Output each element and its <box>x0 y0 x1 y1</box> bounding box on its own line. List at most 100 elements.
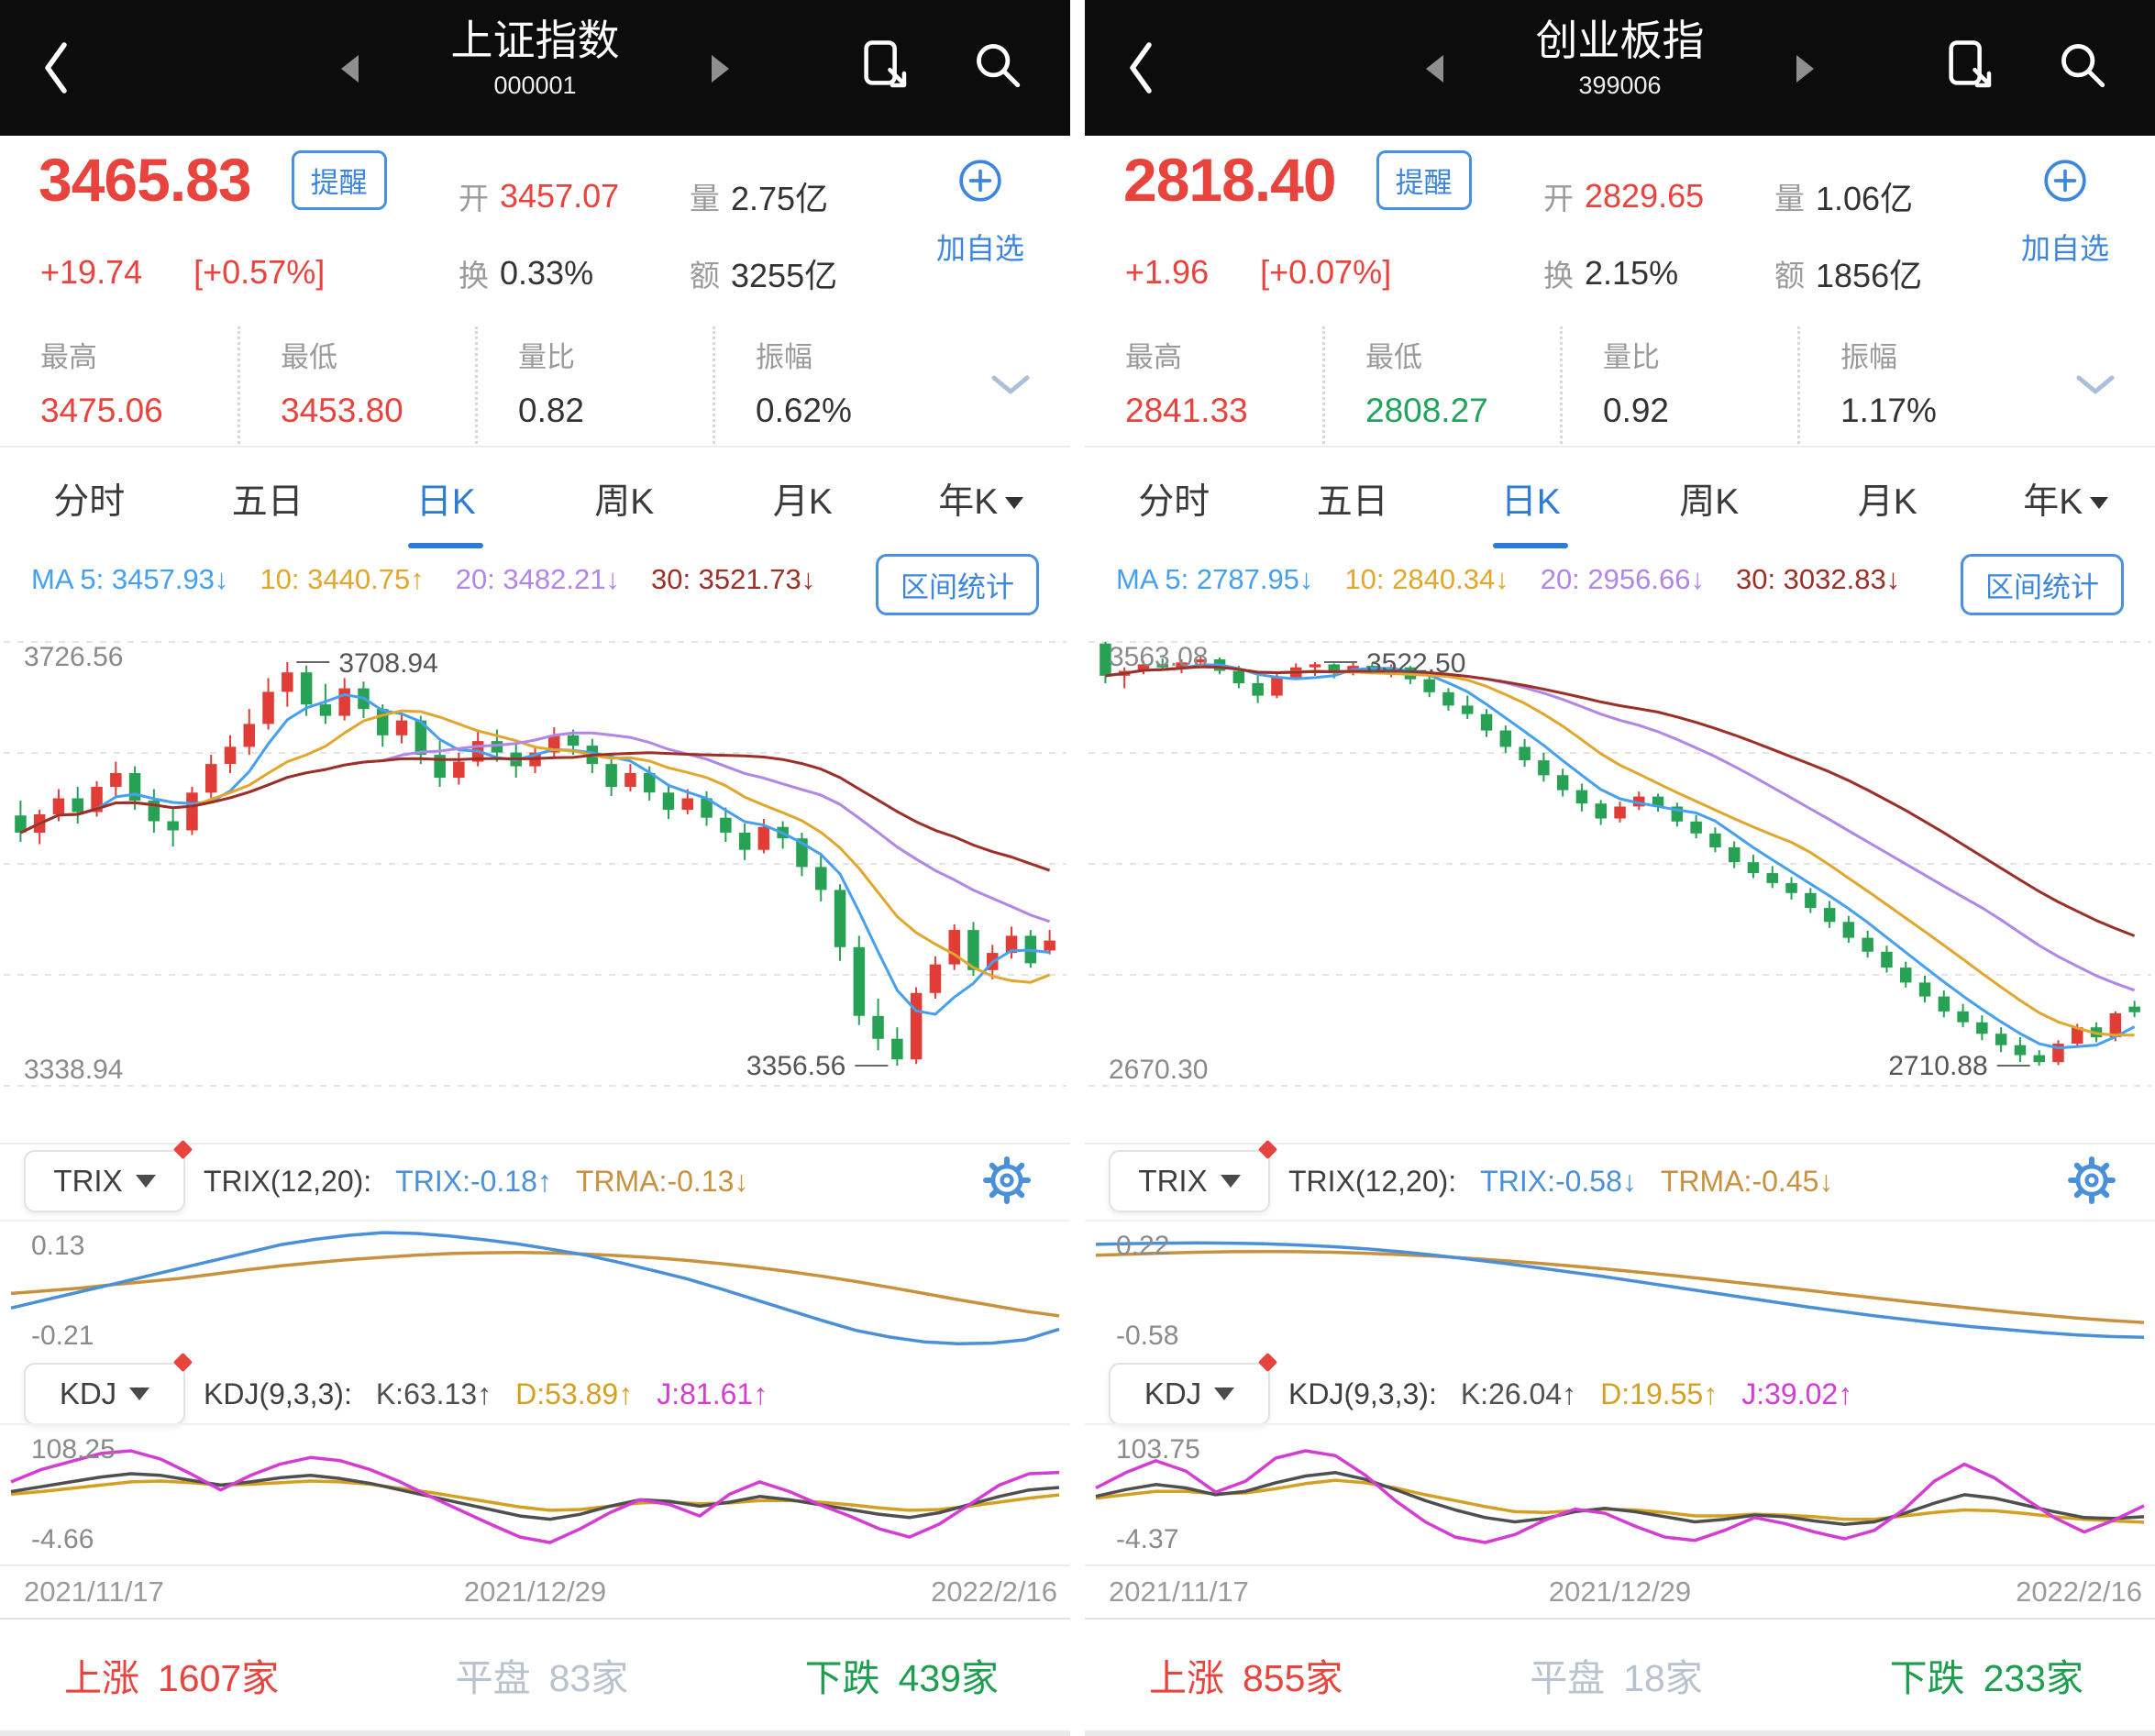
landscape-rotate-icon[interactable] <box>1940 37 1997 94</box>
header-bar: 上证指数 000001 <box>0 0 1070 136</box>
stat-label: 振幅 <box>756 341 812 373</box>
ma10-value: 10: 2840.34↓ <box>1344 563 1509 595</box>
stat-label: 量比 <box>518 341 575 373</box>
alert-button[interactable]: 提醒 <box>291 149 387 210</box>
divider <box>1085 1143 2155 1144</box>
change-percent: [+0.07%] <box>1260 253 1392 291</box>
ma-legend: MA 5: 3457.93↓ 10: 3440.75↑ 20: 3482.21↓… <box>31 550 815 609</box>
tab-5day[interactable]: 五日 <box>231 482 304 522</box>
kdj-chart[interactable] <box>1085 1425 2155 1565</box>
ma5-value: MA 5: 2787.95↓ <box>1116 563 1314 595</box>
stat-volume-ratio: 量比 0.92 <box>1560 326 1797 444</box>
kdj-j-value: J:39.02↑ <box>1741 1377 1853 1410</box>
trix-header: TRIX TRIX(12,20): TRIX:-0.58↓ TRMA:-0.45… <box>1085 1139 2155 1222</box>
advancers-value: 1607家 <box>158 1657 280 1699</box>
stat-value: 0.62% <box>756 392 852 429</box>
back-icon[interactable] <box>40 39 72 97</box>
trix-chart[interactable] <box>1085 1222 2155 1361</box>
stat-amplitude: 振幅 1.17% <box>1797 326 2035 444</box>
stat-high: 最高 3475.06 <box>0 326 238 444</box>
expand-stats-button[interactable] <box>950 326 1070 444</box>
change-row: +19.74 [+0.57%] <box>40 253 325 292</box>
turnover-label: 换 <box>1543 259 1574 293</box>
trma-value: TRMA:-0.13↓ <box>575 1164 749 1198</box>
date-axis: 2021/11/17 2021/12/29 2022/2/16 <box>0 1565 1070 1618</box>
date-right: 2022/2/16 <box>931 1576 1057 1608</box>
stats-row: 最高 3475.06 最低 3453.80 量比 0.82 振幅 0.62% <box>0 326 1070 444</box>
gear-icon[interactable] <box>980 1154 1033 1207</box>
tab-yearly-k[interactable]: 年K <box>892 448 1071 550</box>
tab-minute[interactable]: 分时 <box>53 482 126 522</box>
chart-axis-min: 3338.94 <box>24 1055 124 1085</box>
header-bar: 创业板指 399006 <box>1085 0 2155 136</box>
prev-index-icon[interactable] <box>1426 55 1443 83</box>
search-icon[interactable] <box>971 39 1024 92</box>
kdj-selector-button[interactable]: KDJ <box>1109 1352 1278 1425</box>
volume-value: 2.75亿 <box>731 180 829 217</box>
date-left: 2021/11/17 <box>24 1576 164 1608</box>
ma20-value: 20: 3482.21↓ <box>455 563 620 595</box>
volume-amount-column: 量 1.06亿 额 1856亿 <box>1774 158 1922 312</box>
stat-value: 2808.27 <box>1365 392 1488 429</box>
stat-label: 最高 <box>40 341 97 373</box>
alert-button[interactable]: 提醒 <box>1376 149 1472 210</box>
add-watchlist-button[interactable]: 加自选 <box>918 158 1043 268</box>
tab-monthly-k[interactable]: 月K <box>772 482 833 522</box>
tab-minute[interactable]: 分时 <box>1138 482 1210 522</box>
change-row: +1.96 [+0.07%] <box>1125 253 1391 292</box>
search-icon[interactable] <box>2056 39 2109 92</box>
candlestick-chart[interactable]: 3708.94 3356.56 <box>0 609 1070 1143</box>
trix-selector-button[interactable]: TRIX <box>1109 1139 1278 1212</box>
kdj-chart[interactable] <box>0 1425 1070 1565</box>
volume-value: 1.06亿 <box>1816 180 1914 217</box>
caret-down-icon <box>2090 497 2109 509</box>
unchanged-value: 18家 <box>1623 1657 1703 1699</box>
candlestick-chart[interactable]: 3522.50 2710.88 <box>1085 609 2155 1143</box>
range-statistics-button[interactable]: 区间统计 <box>876 554 1039 615</box>
trix-formula: TRIX(12,20): <box>204 1164 372 1198</box>
ma30-value: 30: 3521.73↓ <box>650 563 816 595</box>
next-index-icon[interactable] <box>1796 55 1814 83</box>
ma10-value: 10: 3440.75↑ <box>260 563 425 595</box>
tab-5day[interactable]: 五日 <box>1316 482 1388 522</box>
caret-down-icon <box>1214 1388 1235 1400</box>
unchanged-label: 平盘 <box>455 1657 531 1699</box>
caret-down-icon <box>1220 1175 1241 1188</box>
stat-amplitude: 振幅 0.62% <box>713 326 950 444</box>
volume-amount-column: 量 2.75亿 额 3255亿 <box>690 158 837 312</box>
trix-selector-button[interactable]: TRIX <box>24 1139 193 1212</box>
add-watchlist-button[interactable]: 加自选 <box>2003 158 2127 268</box>
tab-monthly-k[interactable]: 月K <box>1857 482 1917 522</box>
trix-chart[interactable] <box>0 1222 1070 1361</box>
amount-value: 1856亿 <box>1816 257 1923 294</box>
tab-daily-k[interactable]: 日K <box>1442 448 1620 550</box>
decliners-value: 233家 <box>1983 1657 2083 1699</box>
price-row: 3465.83 提醒 <box>39 145 387 215</box>
ma-legend: MA 5: 2787.95↓ 10: 2840.34↓ 20: 2956.66↓… <box>1116 550 1900 609</box>
tab-yearly-k[interactable]: 年K <box>1977 448 2155 550</box>
kdj-header: KDJ KDJ(9,3,3): K:26.04↑ D:19.55↑ J:39.0… <box>1085 1352 2155 1434</box>
trix-formula: TRIX(12,20): <box>1288 1164 1457 1198</box>
amount-label: 额 <box>690 259 720 293</box>
open-value: 3457.07 <box>500 177 620 215</box>
stat-low: 最低 2808.27 <box>1322 326 1560 444</box>
tab-weekly-k[interactable]: 周K <box>1679 482 1740 522</box>
last-price: 2818.40 <box>1123 146 1337 214</box>
gear-icon[interactable] <box>2065 1154 2118 1207</box>
chart-low-annotation: 2710.88 <box>1888 1051 1987 1081</box>
prev-index-icon[interactable] <box>341 55 359 83</box>
kdj-selector-label: KDJ <box>59 1377 117 1410</box>
next-index-icon[interactable] <box>712 55 729 83</box>
trma-value: TRMA:-0.45↓ <box>1660 1164 1834 1198</box>
kdj-selector-button[interactable]: KDJ <box>24 1352 193 1425</box>
divider <box>0 1143 1070 1144</box>
landscape-rotate-icon[interactable] <box>856 37 912 94</box>
back-icon[interactable] <box>1125 39 1156 97</box>
add-watchlist-label: 加自选 <box>935 232 1024 265</box>
tab-daily-k[interactable]: 日K <box>357 448 536 550</box>
decliners-label: 下跌 <box>1889 1657 1965 1699</box>
tab-weekly-k[interactable]: 周K <box>594 482 655 522</box>
range-statistics-button[interactable]: 区间统计 <box>1961 554 2124 615</box>
expand-stats-button[interactable] <box>2035 326 2155 444</box>
